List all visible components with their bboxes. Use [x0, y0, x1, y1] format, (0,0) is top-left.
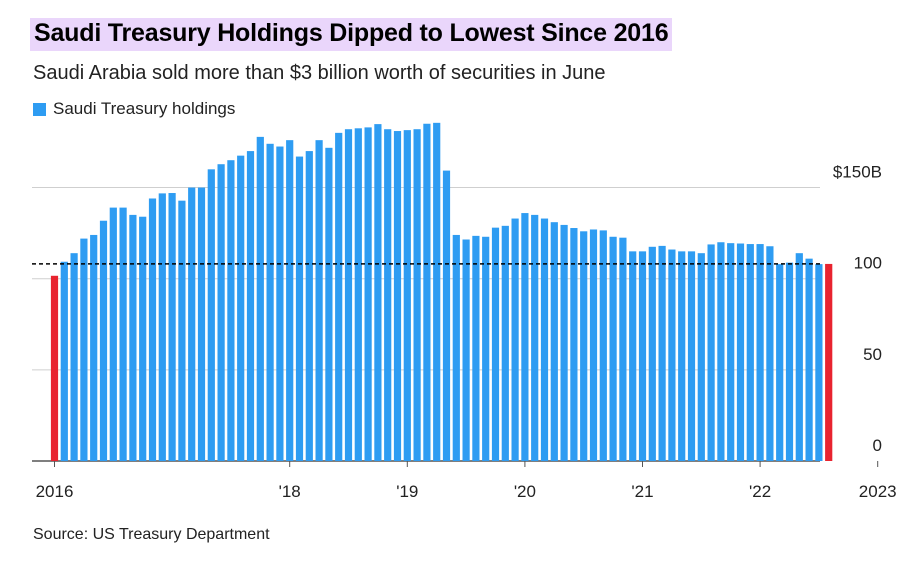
- x-tick-label: '20: [514, 482, 536, 501]
- bar: [90, 234, 98, 461]
- bar: [403, 130, 411, 462]
- bar: [482, 236, 490, 461]
- bar: [315, 140, 323, 462]
- bar-highlight: [50, 275, 59, 461]
- bar: [237, 155, 245, 461]
- y-tick-label: 0: [873, 436, 882, 455]
- bar: [785, 262, 794, 461]
- bar: [540, 218, 549, 461]
- bar: [217, 164, 225, 461]
- bar: [413, 129, 421, 462]
- bar: [197, 187, 206, 462]
- bar: [433, 122, 441, 462]
- bar: [99, 220, 108, 461]
- y-tick-label: 50: [863, 345, 882, 364]
- bar: [286, 140, 294, 462]
- bar: [746, 244, 754, 461]
- x-tick-label: '19: [396, 482, 418, 501]
- bar: [766, 246, 774, 461]
- x-tick-label: 2016: [36, 482, 74, 501]
- bar: [491, 227, 500, 461]
- bar: [374, 124, 382, 462]
- bar: [452, 234, 460, 461]
- x-tick-label: '18: [279, 482, 301, 501]
- bar: [531, 214, 539, 461]
- bar: [364, 127, 372, 462]
- bar: [805, 258, 813, 461]
- bar: [521, 213, 529, 461]
- bar: [678, 251, 686, 461]
- bar: [354, 128, 362, 462]
- bar: [648, 246, 656, 461]
- bar: [178, 200, 186, 461]
- bar: [295, 156, 304, 461]
- bar: [815, 264, 823, 461]
- legend-label: Saudi Treasury holdings: [53, 99, 236, 118]
- bar: [658, 245, 666, 461]
- bar: [129, 214, 137, 461]
- bar: [393, 131, 402, 462]
- bar: [139, 216, 147, 461]
- bar: [707, 244, 715, 461]
- bar: [207, 169, 215, 461]
- bar: [119, 207, 127, 461]
- bar: [472, 235, 480, 461]
- bar: [60, 261, 68, 461]
- bar: [305, 151, 313, 461]
- bar: [619, 237, 627, 461]
- bar: [462, 239, 470, 461]
- bar: [148, 198, 157, 461]
- bar: [158, 193, 166, 461]
- chart-title: Saudi Treasury Holdings Dipped to Lowest…: [34, 19, 669, 47]
- bar: [589, 229, 598, 461]
- bar: [227, 160, 235, 461]
- bar: [550, 222, 558, 461]
- bar: [638, 251, 647, 461]
- bar: [266, 143, 274, 461]
- bar: [560, 224, 568, 461]
- bar: [276, 146, 284, 461]
- bar: [697, 253, 705, 461]
- x-tick-label: 2023: [859, 482, 897, 501]
- bar: [70, 253, 78, 461]
- legend: Saudi Treasury holdings: [33, 99, 235, 119]
- bar: [629, 251, 637, 461]
- bar: [795, 253, 803, 461]
- bar: [325, 147, 333, 461]
- bar: [423, 123, 431, 462]
- bar: [580, 231, 588, 461]
- bar: [344, 129, 353, 462]
- bar: [570, 228, 578, 461]
- bar: [256, 136, 264, 461]
- y-tick-label: $150B: [833, 163, 882, 182]
- bar: [687, 251, 696, 461]
- y-tick-label: 100: [854, 254, 882, 273]
- bar: [246, 151, 255, 461]
- bar: [599, 230, 607, 461]
- bar: [756, 244, 764, 461]
- bar: [80, 238, 88, 461]
- bar: [168, 193, 176, 462]
- bar: [717, 242, 725, 461]
- chart-subtitle: Saudi Arabia sold more than $3 billion w…: [33, 62, 606, 84]
- x-tick-label: '22: [749, 482, 771, 501]
- bar: [609, 236, 617, 461]
- source-note: Source: US Treasury Department: [33, 526, 270, 543]
- bar: [501, 225, 509, 461]
- bar: [727, 243, 735, 461]
- bar: [776, 264, 784, 461]
- x-tick-label: '21: [631, 482, 653, 501]
- bar: [384, 129, 392, 462]
- title-highlight: Saudi Treasury Holdings Dipped to Lowest…: [30, 18, 673, 51]
- bar: [188, 187, 196, 462]
- legend-swatch: [33, 102, 46, 116]
- bar: [109, 207, 117, 461]
- bar-highlight: [825, 263, 833, 461]
- bar: [668, 249, 676, 461]
- bar: [511, 218, 519, 461]
- bar: [736, 243, 745, 461]
- bar: [335, 132, 343, 462]
- bar: [442, 170, 451, 461]
